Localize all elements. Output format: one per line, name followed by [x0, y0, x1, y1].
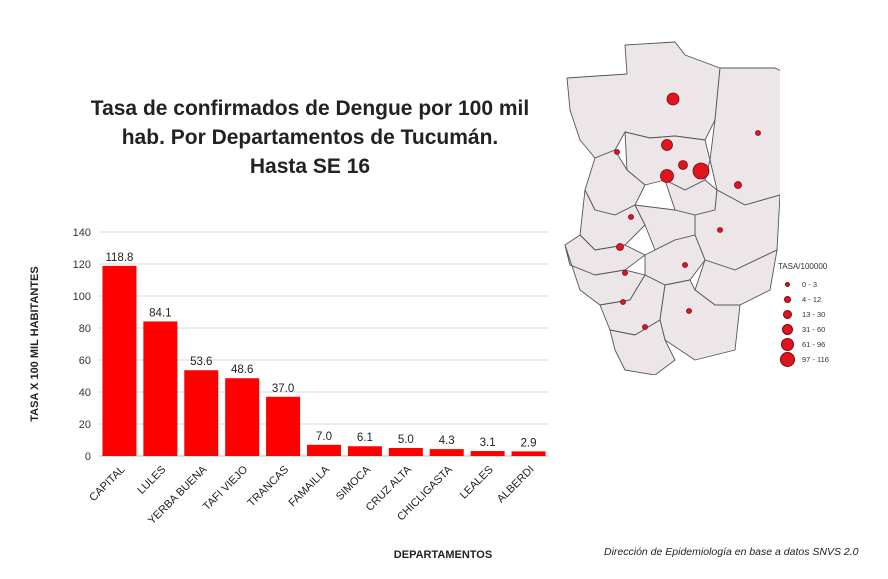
- data-label: 48.6: [231, 364, 253, 376]
- y-tick-label: 0: [85, 451, 91, 463]
- bar: [470, 451, 505, 456]
- legend-rows: 0 - 3 4 - 12 13 - 30 31 - 60 61 - 96 97 - 116: [778, 277, 829, 367]
- data-label: 7.0: [316, 431, 332, 443]
- data-label: 5.0: [398, 434, 414, 446]
- rate-marker: [622, 270, 628, 276]
- bar: [511, 451, 546, 456]
- chart-title-line-1: Tasa de confirmados de Dengue por 100 mi…: [90, 97, 530, 120]
- y-axis-title: TASA X 100 MIL HABITANTES: [29, 266, 41, 421]
- rate-marker: [628, 214, 634, 220]
- bar: [225, 378, 260, 456]
- data-label: 4.3: [439, 435, 455, 447]
- bar: [184, 370, 219, 456]
- rate-marker: [661, 139, 673, 151]
- legend-dot: [781, 324, 793, 335]
- bar: [266, 396, 301, 456]
- rate-marker: [616, 243, 624, 251]
- legend-label: 4 - 12: [802, 295, 822, 304]
- legend-label: 13 - 30: [802, 310, 826, 319]
- x-tick-label: ALBERDI: [495, 464, 537, 506]
- legend-item: 13 - 30: [778, 307, 829, 322]
- y-tick-label: 40: [79, 387, 91, 399]
- legend-dot: [780, 338, 794, 351]
- bar: [388, 448, 423, 456]
- data-label: 6.1: [357, 432, 373, 444]
- x-axis-title: DEPARTAMENTOS: [394, 549, 492, 561]
- bar: [102, 265, 137, 456]
- legend-dot: [782, 310, 792, 319]
- department-region: [609, 319, 676, 375]
- legend-item: 31 - 60: [778, 322, 829, 337]
- data-label: 3.1: [480, 437, 496, 449]
- legend-item: 4 - 12: [778, 292, 829, 307]
- x-tick-label: LULES: [135, 464, 168, 497]
- y-tick-label: 140: [73, 227, 91, 239]
- legend-label: 97 - 116: [802, 355, 829, 364]
- legend-dot-box: [778, 338, 796, 351]
- y-tick-label: 100: [73, 291, 91, 303]
- x-tick-label: TAFI VIEJO: [201, 463, 251, 513]
- legend-title: TASA/100000: [778, 262, 828, 271]
- rate-marker: [660, 169, 674, 183]
- rate-marker: [642, 324, 648, 330]
- rate-marker: [682, 262, 688, 268]
- x-tick-label: CAPITAL: [87, 464, 127, 504]
- y-tick-label: 60: [79, 355, 91, 367]
- x-tick-label: SIMOCA: [334, 463, 374, 503]
- legend-dot: [779, 352, 795, 367]
- chart-title: Tasa de confirmados de Dengue por 100 mi…: [60, 94, 560, 181]
- rate-marker: [666, 92, 680, 106]
- bar: [143, 321, 178, 456]
- bar: [429, 449, 464, 456]
- y-tick-label: 80: [79, 323, 91, 335]
- rate-marker: [620, 299, 626, 305]
- legend-dot-box: [778, 324, 796, 335]
- legend-dot-box: [778, 296, 796, 303]
- map-legend: TASA/100000 0 - 3 4 - 12 13 - 30 31 - 60 61 …: [778, 262, 829, 367]
- bar: [307, 444, 341, 456]
- legend-item: 61 - 96: [778, 337, 829, 352]
- legend-dot: [784, 282, 790, 287]
- legend-item: 0 - 3: [778, 277, 829, 292]
- tucuman-departments-map: [564, 41, 780, 375]
- department-region: [709, 67, 780, 206]
- data-label: 2.9: [521, 437, 537, 449]
- legend-dot-box: [778, 282, 796, 287]
- map-regions: [564, 41, 780, 375]
- rate-marker: [717, 227, 723, 233]
- x-tick-label: FAMAILLA: [286, 463, 332, 509]
- rate-marker: [678, 160, 688, 170]
- data-label: 118.8: [105, 252, 133, 264]
- legend-dot-box: [778, 310, 796, 319]
- data-label: 84.1: [149, 307, 171, 319]
- rate-marker: [734, 181, 742, 189]
- chart-title-line-2: hab. Por Departamentos de Tucumán.: [121, 126, 499, 149]
- legend-dot-box: [778, 352, 796, 367]
- legend-label: 61 - 96: [802, 340, 826, 349]
- rate-marker: [686, 308, 692, 314]
- y-tick-label: 120: [73, 259, 91, 271]
- rate-marker: [692, 162, 710, 180]
- data-label: 37.0: [272, 383, 294, 395]
- y-tick-label: 20: [79, 419, 91, 431]
- legend-label: 31 - 60: [802, 325, 826, 334]
- bar: [347, 446, 382, 456]
- data-label: 53.6: [190, 356, 212, 368]
- legend-item: 97 - 116: [778, 352, 829, 367]
- map-markers: [614, 92, 761, 330]
- source-note: Dirección de Epidemiología en base a dat…: [604, 546, 859, 558]
- x-tick-label: LEALES: [458, 464, 496, 502]
- legend-dot: [783, 296, 791, 303]
- chart-title-line-3: Hasta SE 16: [249, 155, 371, 178]
- rate-marker: [614, 149, 620, 155]
- legend-label: 0 - 3: [802, 280, 818, 289]
- rate-marker: [755, 130, 761, 136]
- x-tick-label: TRANCAS: [246, 464, 292, 510]
